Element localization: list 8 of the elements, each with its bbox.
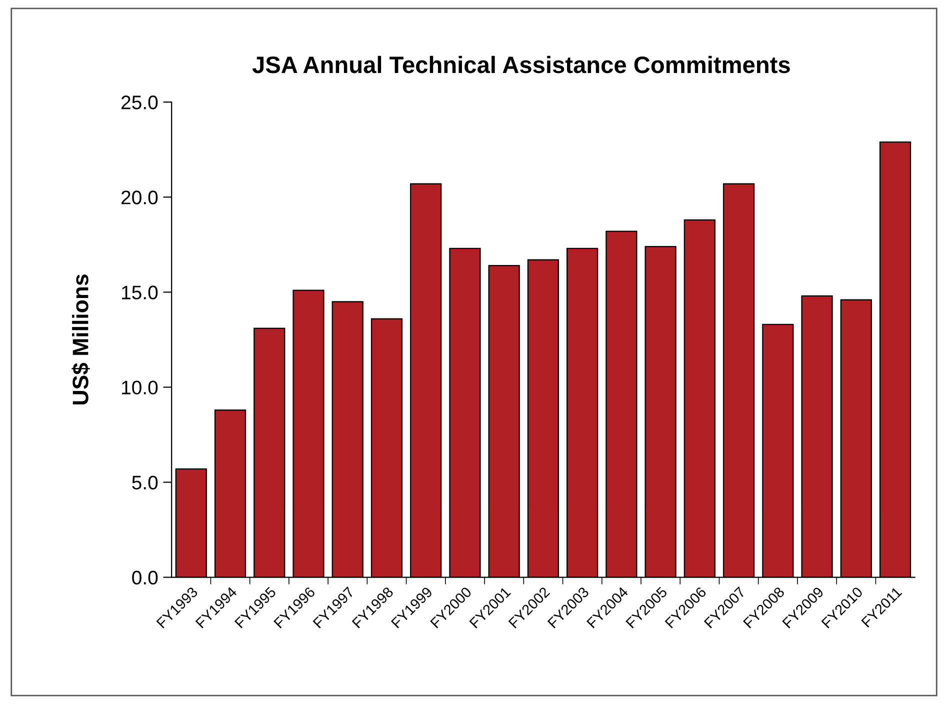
- y-tick-label: 15.0: [122, 286, 158, 300]
- y-tick-label: 0.0: [132, 570, 158, 585]
- y-axis-title: US$ Millions: [72, 274, 90, 404]
- chart-title: JSA Annual Technical Assistance Commitments: [252, 56, 790, 74]
- y-tick-label: 20.0: [122, 190, 158, 204]
- y-tick-label: 5.0: [132, 476, 158, 490]
- y-tick-label: 10.0: [122, 380, 158, 394]
- y-tick-label: 25.0: [122, 96, 158, 110]
